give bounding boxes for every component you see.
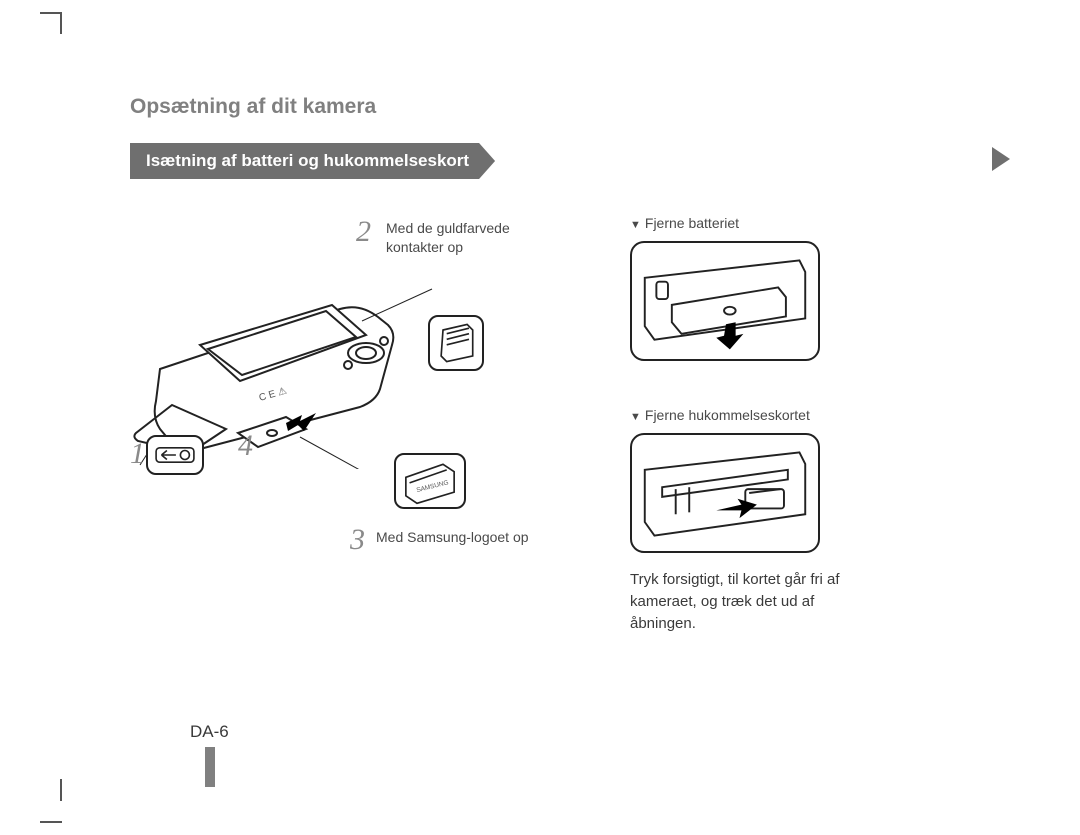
subsection-banner-row: Isætning af batteri og hukommelseskort xyxy=(130,143,1020,179)
triangle-down-icon: ▼ xyxy=(630,219,641,231)
callout-step2-card xyxy=(428,315,484,371)
crop-mark xyxy=(40,821,62,823)
remove-card-label: Fjerne hukommelseskortet xyxy=(645,407,810,423)
manual-page: Opsætning af dit kamera Isætning af batt… xyxy=(0,0,1080,835)
step-number-4: 4 xyxy=(238,429,253,463)
left-column: 2 Med de guldfarvede kontakter op xyxy=(130,215,590,634)
section-title: Opsætning af dit kamera xyxy=(130,95,1020,119)
right-column: ▼ Fjerne batteriet xyxy=(630,215,1020,634)
step-3-caption: Med Samsung-logoet op xyxy=(376,529,529,545)
remove-battery-figure xyxy=(630,241,820,361)
remove-card-figure xyxy=(630,433,820,553)
remove-card-heading: ▼ Fjerne hukommelseskortet xyxy=(630,407,1020,423)
step-number-3: 3 xyxy=(350,523,365,557)
callout-step1-latch xyxy=(146,435,204,475)
step-number-2: 2 xyxy=(356,215,371,249)
crop-mark xyxy=(60,779,62,801)
camera-insertion-figure: 2 Med de guldfarvede kontakter op xyxy=(130,215,570,545)
page-number: DA-6 xyxy=(190,722,229,742)
step-number-1: 1 xyxy=(130,437,145,471)
page-content: Opsætning af dit kamera Isætning af batt… xyxy=(130,95,1020,795)
crop-mark xyxy=(60,12,62,34)
remove-battery-heading: ▼ Fjerne batteriet xyxy=(630,215,1020,231)
body-columns: 2 Med de guldfarvede kontakter op xyxy=(130,215,1020,634)
svg-text:C E ⚠: C E ⚠ xyxy=(258,385,288,403)
page-number-tab xyxy=(205,747,215,787)
remove-battery-label: Fjerne batteriet xyxy=(645,215,739,231)
triangle-down-icon: ▼ xyxy=(630,411,641,423)
subsection-banner: Isætning af batteri og hukommelseskort xyxy=(130,143,495,179)
callout-step3-battery: SAMSUNG xyxy=(394,453,466,509)
step-2-caption-line1: Med de guldfarvede xyxy=(386,220,510,236)
crop-mark xyxy=(40,12,62,14)
remove-card-note: Tryk forsigtigt, til kortet går fri af k… xyxy=(630,569,860,634)
continue-arrow-icon xyxy=(992,147,1010,171)
